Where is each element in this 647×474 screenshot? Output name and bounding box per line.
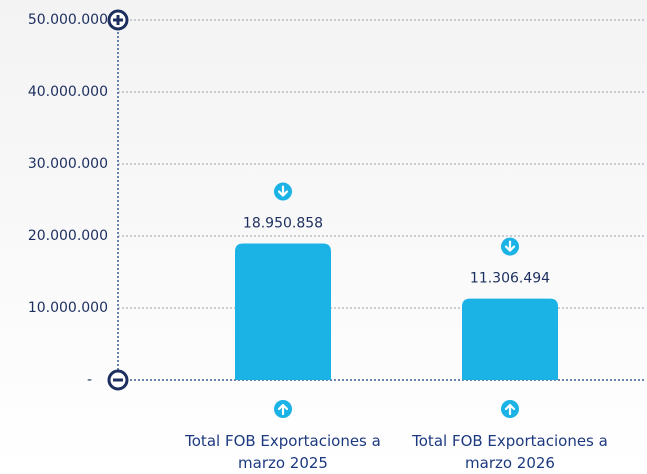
down-arrow-icon-glyph [504, 240, 516, 252]
y-tick-label: 50.000.000 [28, 12, 108, 28]
y-tick-label: 30.000.000 [28, 156, 108, 172]
down-arrow-icon-glyph [277, 185, 289, 197]
value-label: 18.950.858 [243, 216, 323, 232]
y-tick-label: - [87, 372, 92, 388]
up-arrow-icon-glyph [504, 403, 516, 416]
y-tick-label: 20.000.000 [28, 228, 108, 244]
bar [235, 243, 331, 380]
x-tick-label: Total FOB Exportaciones a marzo 2026 [412, 432, 608, 472]
bar [462, 298, 558, 380]
y-tick-label: 10.000.000 [28, 300, 108, 316]
up-arrow-icon-glyph [277, 403, 289, 416]
x-tick-label: Total FOB Exportaciones a marzo 2025 [185, 432, 381, 472]
value-label: 11.306.494 [470, 271, 550, 287]
y-tick-label: 40.000.000 [28, 84, 108, 100]
